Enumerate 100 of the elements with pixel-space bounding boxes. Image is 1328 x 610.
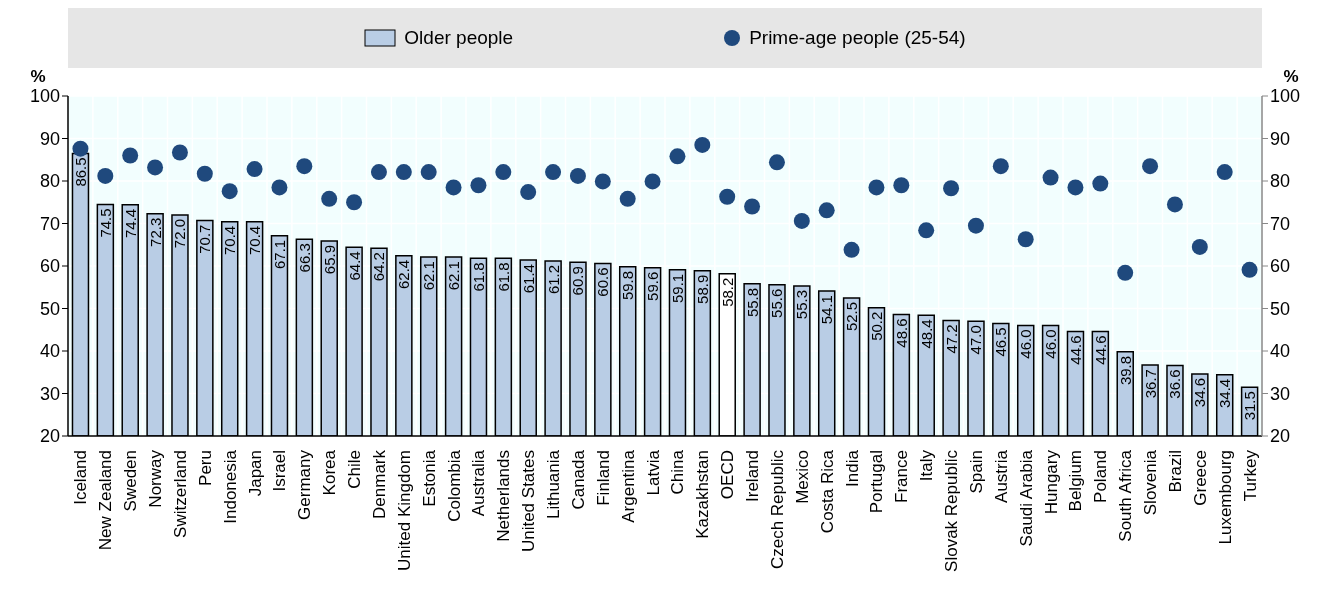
x-tick-label: Colombia — [444, 449, 464, 522]
point — [1017, 231, 1034, 248]
x-tick-label: Turkey — [1240, 449, 1260, 502]
data-label: 74.5 — [96, 208, 114, 238]
y-tick-label: 80 — [39, 171, 60, 192]
data-label: 52.5 — [843, 301, 861, 332]
data-label: 60.6 — [594, 267, 612, 297]
legend-label: Prime-age people (25-54) — [749, 27, 966, 49]
point — [569, 167, 586, 184]
data-label: 54.1 — [818, 295, 836, 325]
point — [1117, 264, 1134, 281]
x-tick-label: Mexico — [792, 450, 812, 504]
y-tick-label: 100 — [29, 86, 60, 107]
point — [445, 179, 462, 196]
data-label: 70.4 — [246, 225, 264, 255]
data-label: 72.3 — [146, 217, 164, 247]
x-tick-label: Switzerland — [170, 450, 190, 538]
x-tick-label: China — [668, 449, 688, 495]
point — [619, 190, 636, 207]
point — [470, 177, 487, 194]
x-tick-label: Belgium — [1066, 450, 1086, 512]
point — [1092, 175, 1109, 192]
y-axis-title: % — [30, 67, 46, 86]
x-tick-label: Germany — [295, 449, 315, 520]
y2-tick-label: 30 — [1270, 383, 1291, 404]
x-tick-label: Netherlands — [494, 450, 514, 542]
y-tick-label: 30 — [39, 383, 60, 404]
data-label: 61.8 — [494, 262, 512, 292]
x-tick-label: Costa Rica — [817, 449, 837, 534]
point — [719, 188, 736, 205]
point — [420, 164, 437, 181]
x-tick-label: Estonia — [419, 449, 439, 507]
point — [594, 173, 611, 190]
x-tick-label: Denmark — [369, 449, 389, 519]
data-label: 62.4 — [395, 259, 413, 289]
point — [1142, 158, 1159, 175]
x-tick-label: Chile — [345, 450, 365, 489]
point — [843, 241, 860, 258]
x-tick-label: France — [892, 450, 912, 503]
y2-tick-label: 70 — [1270, 213, 1291, 234]
point — [321, 190, 338, 207]
data-label: 36.6 — [1166, 369, 1184, 399]
x-tick-label: OECD — [718, 450, 738, 500]
data-label: 72.0 — [171, 219, 189, 249]
x-tick-label: Argentina — [618, 449, 638, 523]
point — [1067, 179, 1084, 196]
x-tick-label: Korea — [320, 449, 340, 496]
x-tick-label: United Kingdom — [394, 450, 414, 571]
x-tick-label: Brazil — [1165, 450, 1185, 493]
point — [992, 158, 1009, 175]
x-tick-label: India — [842, 449, 862, 487]
x-tick-label: Japan — [245, 450, 265, 497]
point — [1216, 164, 1233, 181]
x-tick-label: Ireland — [743, 450, 763, 502]
x-tick-label: Greece — [1190, 450, 1210, 506]
point — [768, 154, 785, 171]
y2-tick-label: 100 — [1270, 86, 1301, 107]
point — [221, 183, 238, 200]
x-tick-label: Norway — [146, 449, 166, 508]
y-tick-label: 90 — [39, 128, 60, 149]
x-tick-label: Indonesia — [220, 449, 240, 524]
data-label: 47.0 — [967, 325, 985, 355]
x-tick-label: Italy — [917, 449, 937, 482]
data-label: 44.6 — [1066, 335, 1084, 365]
x-tick-label: Czech Republic — [767, 449, 787, 570]
y2-axis-title: % — [1283, 67, 1299, 86]
x-tick-label: Poland — [1091, 450, 1111, 503]
x-tick-label: Portugal — [867, 450, 887, 514]
data-label: 66.3 — [295, 243, 313, 273]
data-label: 48.6 — [892, 318, 910, 348]
y2-tick-label: 20 — [1270, 426, 1291, 447]
point — [644, 173, 661, 190]
point — [495, 164, 512, 181]
data-label: 58.2 — [718, 277, 736, 307]
x-tick-label: Israel — [270, 450, 290, 492]
data-label: 70.7 — [196, 224, 214, 254]
point — [346, 194, 363, 211]
point — [1166, 196, 1183, 213]
x-tick-label: Latvia — [643, 449, 663, 496]
data-label: 62.1 — [420, 261, 438, 291]
data-label: 67.1 — [270, 239, 288, 270]
point — [1241, 261, 1258, 278]
point — [171, 144, 188, 161]
y2-tick-label: 80 — [1270, 171, 1291, 192]
data-label: 59.8 — [619, 270, 637, 301]
point — [296, 158, 313, 175]
x-tick-label: Spain — [966, 450, 986, 494]
x-tick-label: Slovenia — [1141, 449, 1161, 516]
y-tick-label: 40 — [39, 341, 60, 362]
point — [943, 180, 960, 197]
data-label: 48.4 — [917, 319, 935, 349]
y2-tick-label: 50 — [1270, 298, 1291, 319]
data-label: 59.6 — [644, 271, 662, 301]
point — [147, 159, 164, 176]
data-label: 44.6 — [1091, 335, 1109, 365]
data-label: 39.8 — [1116, 355, 1134, 386]
point — [370, 164, 387, 181]
point — [72, 140, 89, 157]
data-label: 55.3 — [793, 289, 811, 320]
data-label: 46.5 — [992, 327, 1010, 357]
